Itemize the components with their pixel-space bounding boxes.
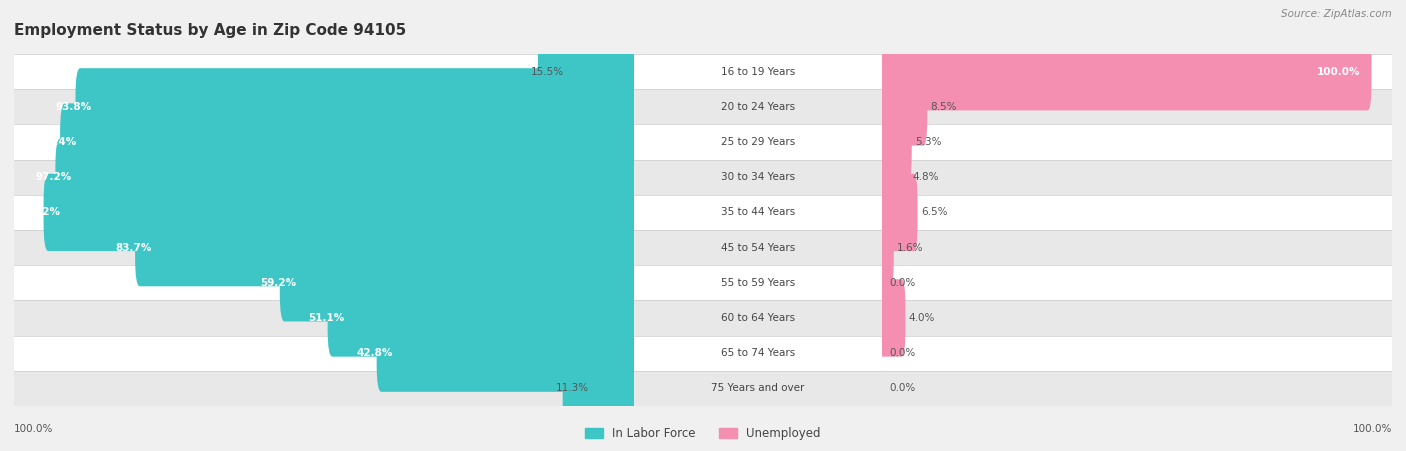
FancyBboxPatch shape bbox=[879, 174, 918, 251]
FancyBboxPatch shape bbox=[879, 279, 905, 357]
FancyBboxPatch shape bbox=[882, 89, 1392, 124]
Text: 16 to 19 Years: 16 to 19 Years bbox=[721, 67, 796, 77]
Text: Employment Status by Age in Zip Code 94105: Employment Status by Age in Zip Code 941… bbox=[14, 23, 406, 37]
Text: 15.5%: 15.5% bbox=[531, 67, 564, 77]
Text: 100.0%: 100.0% bbox=[1353, 424, 1392, 434]
Text: 100.0%: 100.0% bbox=[14, 424, 53, 434]
FancyBboxPatch shape bbox=[634, 160, 882, 195]
FancyBboxPatch shape bbox=[14, 89, 634, 124]
Text: 60 to 64 Years: 60 to 64 Years bbox=[721, 313, 796, 323]
FancyBboxPatch shape bbox=[55, 138, 638, 216]
FancyBboxPatch shape bbox=[562, 350, 638, 427]
Text: Source: ZipAtlas.com: Source: ZipAtlas.com bbox=[1281, 9, 1392, 19]
Text: 97.2%: 97.2% bbox=[35, 172, 72, 182]
FancyBboxPatch shape bbox=[882, 265, 1392, 300]
Text: 100.0%: 100.0% bbox=[1317, 67, 1361, 77]
FancyBboxPatch shape bbox=[76, 68, 638, 146]
FancyBboxPatch shape bbox=[634, 124, 882, 160]
FancyBboxPatch shape bbox=[377, 314, 638, 392]
FancyBboxPatch shape bbox=[882, 195, 1392, 230]
Text: 42.8%: 42.8% bbox=[357, 348, 394, 358]
Text: 35 to 44 Years: 35 to 44 Years bbox=[721, 207, 796, 217]
Text: 5.3%: 5.3% bbox=[915, 137, 942, 147]
Text: 11.3%: 11.3% bbox=[555, 383, 589, 393]
FancyBboxPatch shape bbox=[882, 54, 1392, 89]
FancyBboxPatch shape bbox=[538, 33, 638, 110]
FancyBboxPatch shape bbox=[14, 124, 634, 160]
FancyBboxPatch shape bbox=[14, 160, 634, 195]
Text: 0.0%: 0.0% bbox=[890, 348, 915, 358]
Legend: In Labor Force, Unemployed: In Labor Force, Unemployed bbox=[581, 423, 825, 445]
Text: 99.2%: 99.2% bbox=[24, 207, 60, 217]
Text: 20 to 24 Years: 20 to 24 Years bbox=[721, 102, 796, 112]
FancyBboxPatch shape bbox=[14, 230, 634, 265]
Text: 4.0%: 4.0% bbox=[908, 313, 935, 323]
Text: 30 to 34 Years: 30 to 34 Years bbox=[721, 172, 796, 182]
FancyBboxPatch shape bbox=[60, 103, 638, 181]
FancyBboxPatch shape bbox=[882, 300, 1392, 336]
Text: 45 to 54 Years: 45 to 54 Years bbox=[721, 243, 796, 253]
FancyBboxPatch shape bbox=[634, 54, 882, 89]
Text: 8.5%: 8.5% bbox=[931, 102, 957, 112]
FancyBboxPatch shape bbox=[14, 371, 634, 406]
Text: 96.4%: 96.4% bbox=[41, 137, 77, 147]
FancyBboxPatch shape bbox=[634, 300, 882, 336]
Text: 0.0%: 0.0% bbox=[890, 278, 915, 288]
FancyBboxPatch shape bbox=[135, 209, 638, 286]
FancyBboxPatch shape bbox=[879, 68, 928, 146]
FancyBboxPatch shape bbox=[14, 336, 634, 371]
Text: 51.1%: 51.1% bbox=[308, 313, 344, 323]
Text: 83.7%: 83.7% bbox=[115, 243, 152, 253]
FancyBboxPatch shape bbox=[882, 160, 1392, 195]
FancyBboxPatch shape bbox=[879, 138, 910, 216]
Text: 1.6%: 1.6% bbox=[897, 243, 924, 253]
Text: 25 to 29 Years: 25 to 29 Years bbox=[721, 137, 796, 147]
FancyBboxPatch shape bbox=[879, 103, 911, 181]
FancyBboxPatch shape bbox=[879, 33, 1371, 110]
FancyBboxPatch shape bbox=[280, 244, 638, 322]
FancyBboxPatch shape bbox=[882, 336, 1392, 371]
FancyBboxPatch shape bbox=[634, 195, 882, 230]
Text: 55 to 59 Years: 55 to 59 Years bbox=[721, 278, 796, 288]
Text: 6.5%: 6.5% bbox=[921, 207, 948, 217]
FancyBboxPatch shape bbox=[634, 265, 882, 300]
Text: 75 Years and over: 75 Years and over bbox=[711, 383, 804, 393]
FancyBboxPatch shape bbox=[14, 54, 634, 89]
FancyBboxPatch shape bbox=[882, 371, 1392, 406]
Text: 0.0%: 0.0% bbox=[890, 383, 915, 393]
Text: 59.2%: 59.2% bbox=[260, 278, 297, 288]
FancyBboxPatch shape bbox=[879, 209, 894, 286]
Text: 4.8%: 4.8% bbox=[912, 172, 939, 182]
FancyBboxPatch shape bbox=[328, 279, 638, 357]
FancyBboxPatch shape bbox=[14, 265, 634, 300]
FancyBboxPatch shape bbox=[14, 300, 634, 336]
Text: 65 to 74 Years: 65 to 74 Years bbox=[721, 348, 796, 358]
FancyBboxPatch shape bbox=[634, 371, 882, 406]
FancyBboxPatch shape bbox=[882, 230, 1392, 265]
FancyBboxPatch shape bbox=[634, 336, 882, 371]
FancyBboxPatch shape bbox=[14, 195, 634, 230]
Text: 93.8%: 93.8% bbox=[56, 102, 91, 112]
FancyBboxPatch shape bbox=[634, 230, 882, 265]
FancyBboxPatch shape bbox=[882, 124, 1392, 160]
FancyBboxPatch shape bbox=[634, 89, 882, 124]
FancyBboxPatch shape bbox=[44, 174, 638, 251]
